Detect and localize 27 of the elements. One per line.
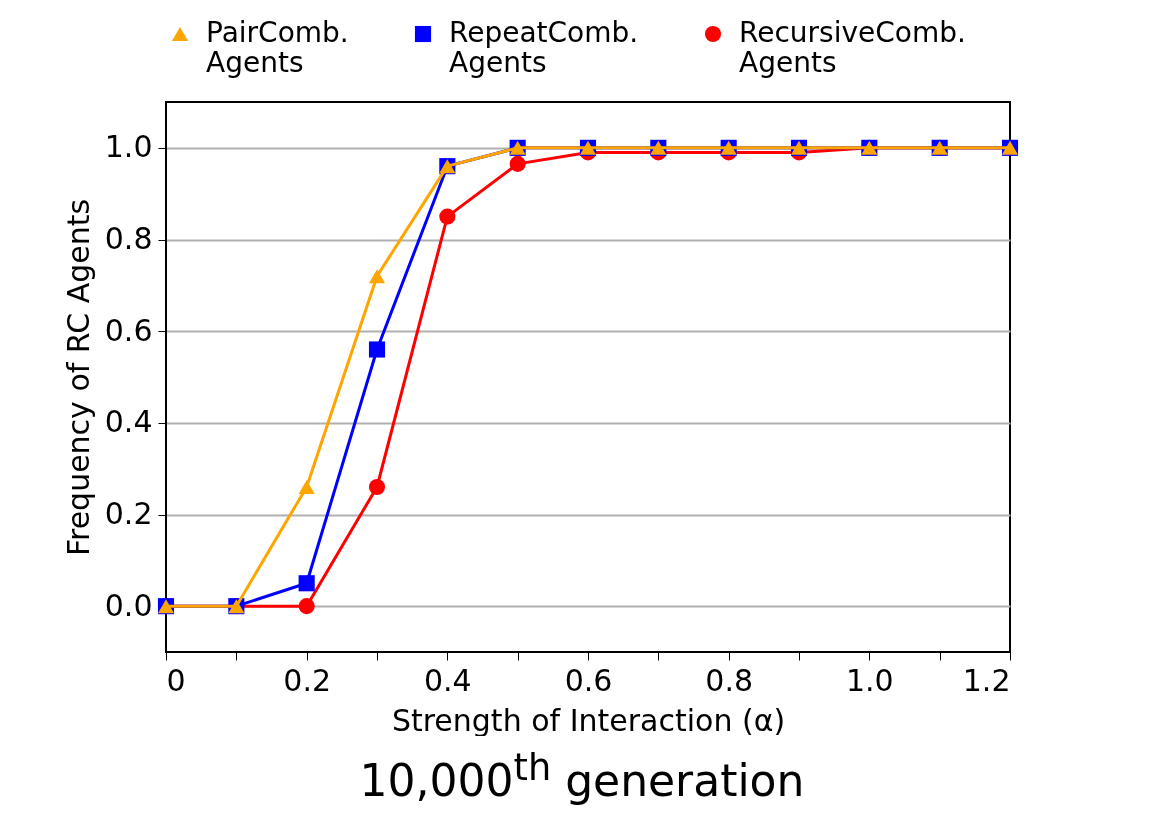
point bbox=[298, 598, 315, 615]
x-tick-label: 0.4 bbox=[423, 662, 472, 698]
x-tick-label: 1.2 bbox=[962, 662, 1011, 698]
point bbox=[368, 341, 386, 358]
point bbox=[298, 480, 315, 494]
y-tick-label: 0.6 bbox=[104, 312, 153, 348]
point bbox=[368, 478, 386, 496]
y-tick-label: 0.0 bbox=[104, 587, 153, 623]
x-tick-label: 0 bbox=[166, 662, 186, 698]
point bbox=[298, 575, 315, 592]
y-tick-label: 0.4 bbox=[104, 404, 153, 440]
x-axis-title: Strength of Interaction (α) bbox=[391, 702, 786, 738]
y-tick-label: 0.2 bbox=[104, 496, 153, 531]
y-tick-label: 0.8 bbox=[104, 221, 153, 256]
x-tick-label: 0.2 bbox=[283, 662, 332, 698]
x-tick-label: 0.6 bbox=[564, 662, 613, 698]
legend-label: RepeatComb. Agents bbox=[449, 16, 639, 79]
x-tick-label: 0.8 bbox=[705, 662, 754, 698]
point bbox=[439, 208, 456, 225]
point bbox=[509, 155, 526, 172]
y-tick-label: 1.0 bbox=[104, 129, 153, 165]
point bbox=[368, 269, 386, 284]
x-tick-label: 1.0 bbox=[845, 662, 894, 698]
legend-label: PairComb. Agents bbox=[206, 16, 349, 79]
legend-label: RecursiveComb. Agents bbox=[739, 16, 966, 79]
text: 10,000$^{th}$ generation bbox=[358, 746, 806, 806]
y-axis-title: Frequency of RC Agents bbox=[60, 198, 96, 557]
